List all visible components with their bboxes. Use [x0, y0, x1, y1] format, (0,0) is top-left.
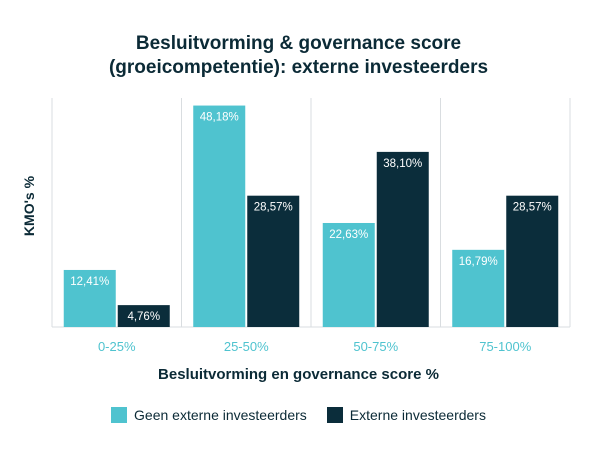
- data-label-series-2-4: 28,57%: [513, 202, 552, 214]
- legend-label-series-1: Geen externe investeerders: [134, 407, 307, 423]
- x-tick-label: 25-50%: [224, 339, 269, 354]
- x-tick-label: 50-75%: [353, 339, 398, 354]
- x-tick-label: 0-25%: [98, 339, 136, 354]
- bar-series-1-4: [452, 249, 505, 327]
- bar-chart: 12,41% 4,76% 0-25% 48,18% 28,57% 25-50% 22,63%…: [51, 98, 571, 354]
- bar-series-2-4: [506, 195, 559, 327]
- chart-title-line-2: (groeicompetentie): externe investeerder…: [108, 57, 489, 78]
- legend: Geen externe investeerders Externe inves…: [0, 407, 597, 423]
- legend-swatch-series-1: [111, 407, 128, 423]
- bar-series-1-3: [322, 222, 375, 327]
- bar-series-2-3: [376, 151, 429, 327]
- bar-series-1-2: [193, 105, 246, 327]
- data-label-series-1-2: 48,18%: [200, 112, 239, 124]
- x-axis-label: Besluitvorming en governance score %: [158, 366, 439, 383]
- legend-swatch-series-2: [326, 407, 343, 423]
- chart-title-line-1: Besluitvorming & governance score: [135, 33, 462, 54]
- bar-series-2-2: [247, 195, 300, 327]
- data-label-series-2-2: 28,57%: [254, 202, 293, 214]
- bar-series-2-1: [117, 305, 170, 327]
- data-label-series-2-1: 4,76%: [127, 311, 160, 323]
- legend-item-series-2: Externe investeerders: [326, 407, 486, 423]
- data-label-series-1-4: 16,79%: [459, 256, 498, 268]
- data-label-series-1-3: 22,63%: [329, 229, 368, 241]
- x-tick-label: 75-100%: [479, 339, 531, 354]
- bar-series-1-1: [63, 269, 116, 327]
- legend-label-series-2: Externe investeerders: [349, 407, 486, 423]
- chart-title: Besluitvorming & governance score (groei…: [0, 32, 597, 80]
- data-label-series-1-1: 12,41%: [70, 276, 109, 288]
- data-label-series-2-3: 38,10%: [383, 158, 422, 170]
- legend-item-series-1: Geen externe investeerders: [111, 407, 307, 423]
